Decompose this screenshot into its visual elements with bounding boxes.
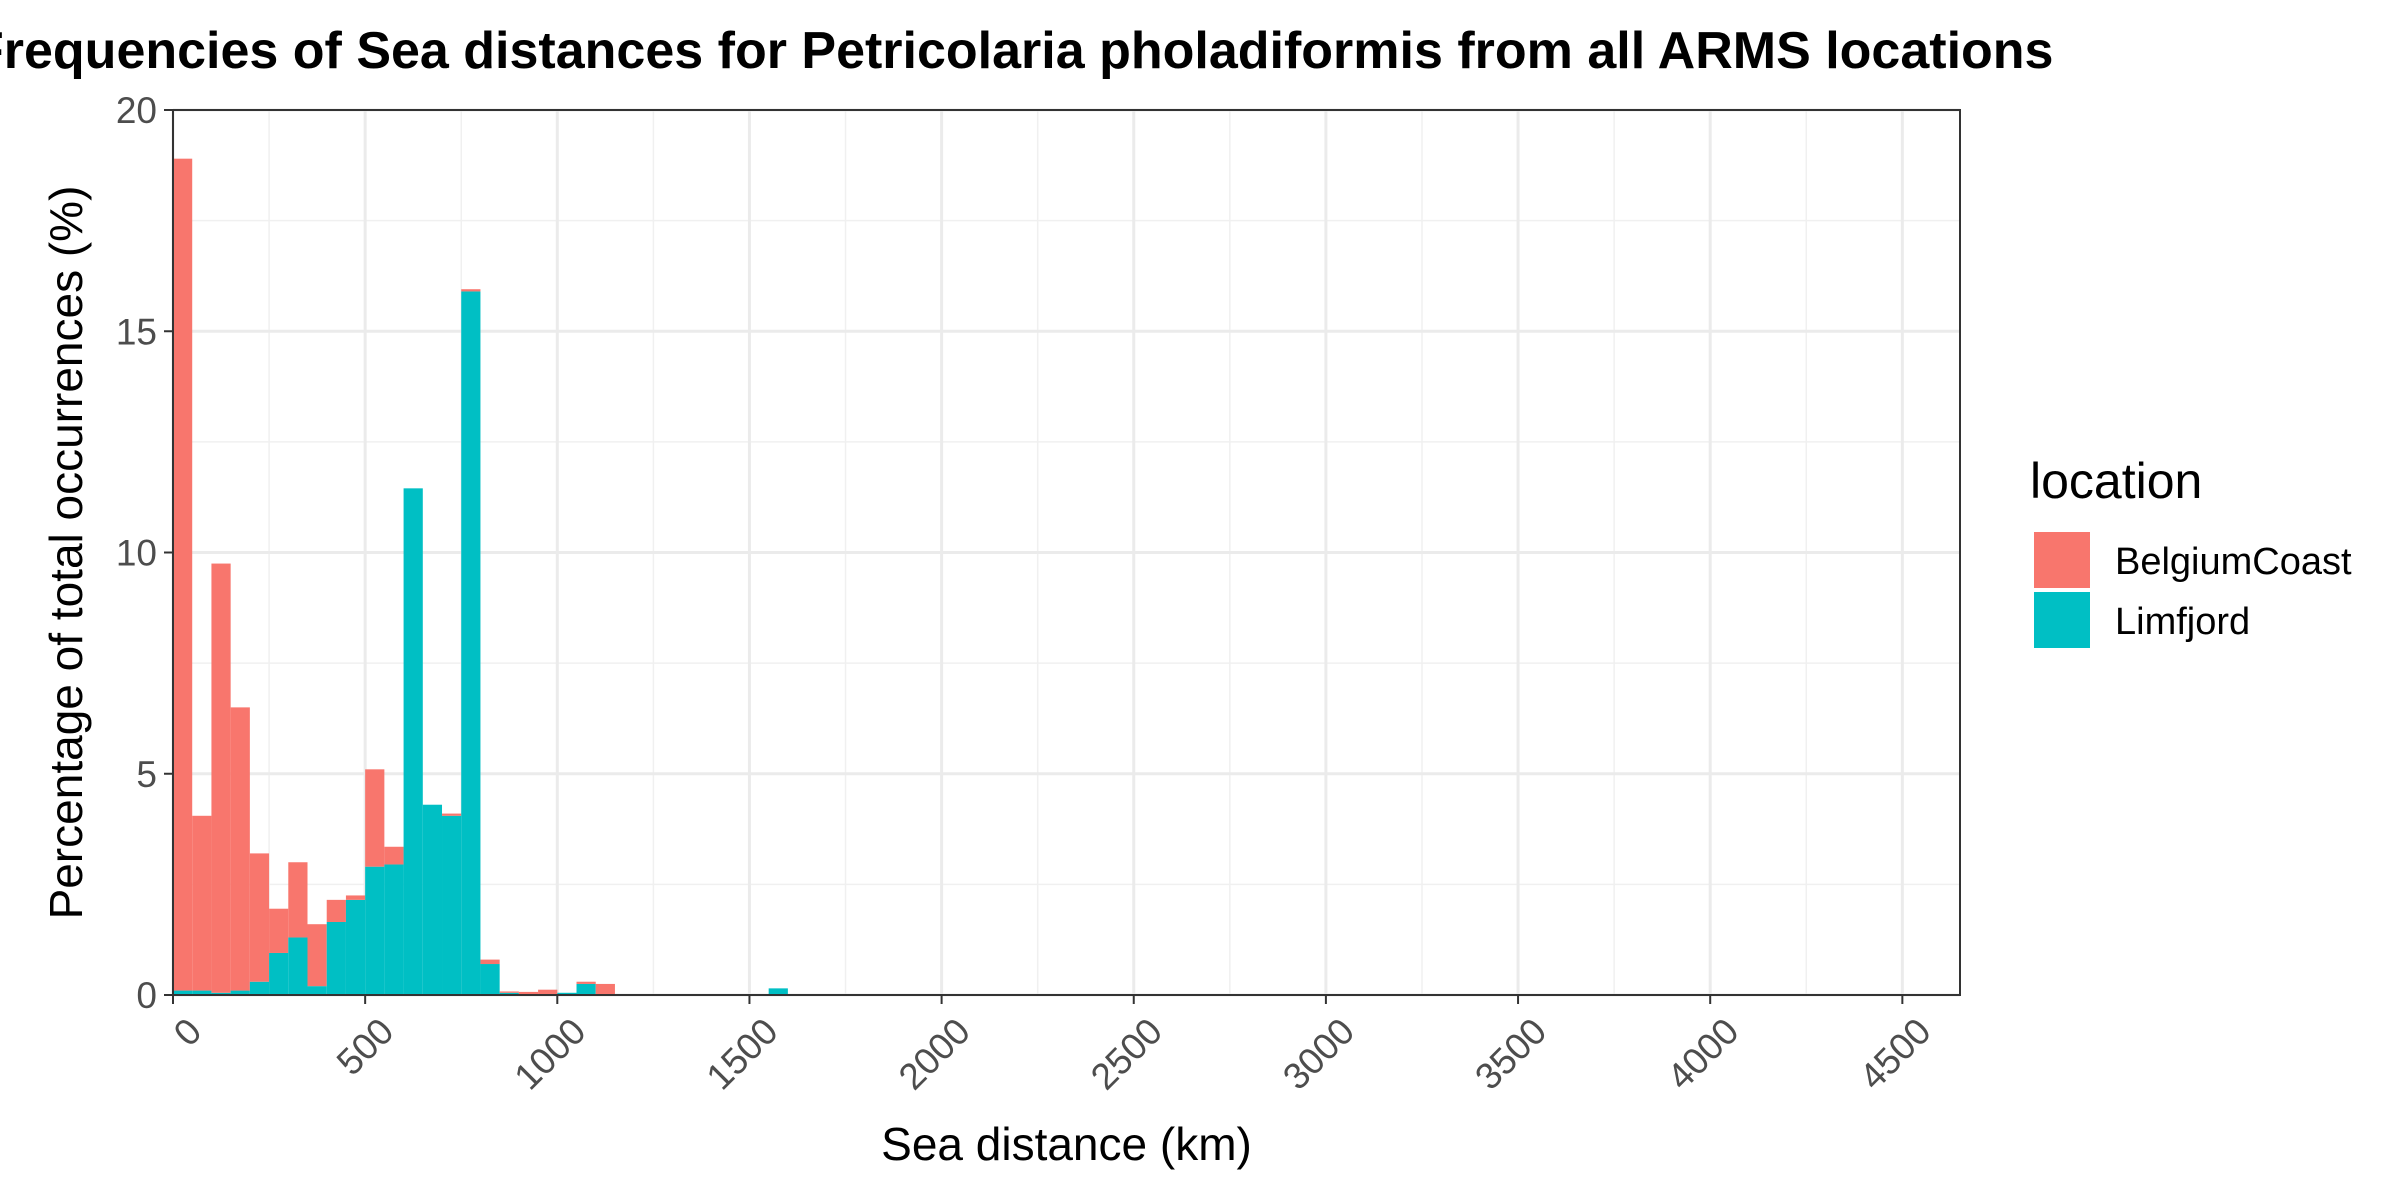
y-tick-label: 20 xyxy=(116,90,157,131)
y-tick-label: 10 xyxy=(116,533,157,574)
bar-belgiumcoast xyxy=(326,899,346,922)
bar-limfjord xyxy=(461,291,481,995)
bar-belgiumcoast xyxy=(365,769,385,867)
bar-belgiumcoast xyxy=(345,895,366,900)
bar-belgiumcoast xyxy=(576,981,596,984)
bar-limfjord xyxy=(192,990,212,995)
bar-limfjord xyxy=(576,983,596,995)
x-tick-label: 2500 xyxy=(1083,1010,1170,1097)
x-tick-label: 4000 xyxy=(1659,1010,1746,1097)
bar-limfjord xyxy=(422,804,443,995)
legend: location BelgiumCoast Limfjord xyxy=(2030,453,2352,648)
bar-belgiumcoast xyxy=(307,924,327,987)
bar-limfjord xyxy=(345,899,366,995)
bar-belgiumcoast xyxy=(595,983,615,995)
bar-belgiumcoast xyxy=(211,563,231,993)
legend-label-belgiumcoast: BelgiumCoast xyxy=(2115,541,2352,583)
bar-limfjord xyxy=(230,990,250,995)
x-tick-label: 4500 xyxy=(1851,1010,1938,1097)
bar-belgiumcoast xyxy=(173,158,193,991)
legend-label-limfjord: Limfjord xyxy=(2115,601,2250,643)
legend-title: location xyxy=(2030,453,2202,509)
bar-limfjord xyxy=(499,992,519,995)
bar-belgiumcoast xyxy=(249,853,270,982)
bar-limfjord xyxy=(365,866,385,995)
x-tick-label: 1500 xyxy=(699,1010,786,1097)
bar-belgiumcoast xyxy=(461,289,481,292)
x-tick-label: 1000 xyxy=(506,1010,593,1097)
bar-limfjord xyxy=(384,864,404,995)
y-tick-label: 5 xyxy=(136,754,157,795)
bar-limfjord xyxy=(173,990,193,995)
x-tick-label: 3500 xyxy=(1467,1010,1554,1097)
bars xyxy=(173,158,788,995)
bar-belgiumcoast xyxy=(192,815,212,991)
y-tick-label: 15 xyxy=(116,311,157,352)
x-tick-label: 3000 xyxy=(1275,1010,1362,1097)
bar-belgiumcoast xyxy=(538,989,558,995)
bar-limfjord xyxy=(269,952,289,995)
bar-belgiumcoast xyxy=(288,862,308,938)
bar-limfjord xyxy=(326,921,346,995)
bar-limfjord xyxy=(307,986,327,995)
bar-limfjord xyxy=(480,964,500,995)
bar-belgiumcoast xyxy=(480,959,500,965)
bar-limfjord xyxy=(288,937,308,995)
y-axis-title: Percentage of total occurrences (%) xyxy=(40,186,92,920)
x-tick-label: 0 xyxy=(166,1010,210,1054)
y-tick-label: 0 xyxy=(136,975,157,1016)
x-tick-label: 500 xyxy=(329,1010,402,1083)
bar-limfjord xyxy=(768,988,788,995)
bar-belgiumcoast xyxy=(269,908,289,953)
bar-belgiumcoast xyxy=(499,991,519,993)
bar-belgiumcoast xyxy=(442,813,462,816)
legend-key-belgiumcoast xyxy=(2034,532,2090,588)
bar-limfjord xyxy=(557,992,577,995)
bar-belgiumcoast xyxy=(384,846,404,865)
chart-title: Frequencies of Sea distances for Petrico… xyxy=(0,22,2053,80)
x-axis-title: Sea distance (km) xyxy=(881,1118,1252,1170)
legend-key-limfjord xyxy=(2034,592,2090,648)
bar-belgiumcoast xyxy=(518,991,539,995)
bar-limfjord xyxy=(403,488,423,995)
bar-limfjord xyxy=(211,992,231,995)
legend-items: BelgiumCoast Limfjord xyxy=(2034,532,2352,648)
bar-limfjord xyxy=(249,981,270,995)
bar-belgiumcoast xyxy=(230,707,250,991)
bar-limfjord xyxy=(442,815,462,995)
x-tick-label: 2000 xyxy=(891,1010,978,1097)
